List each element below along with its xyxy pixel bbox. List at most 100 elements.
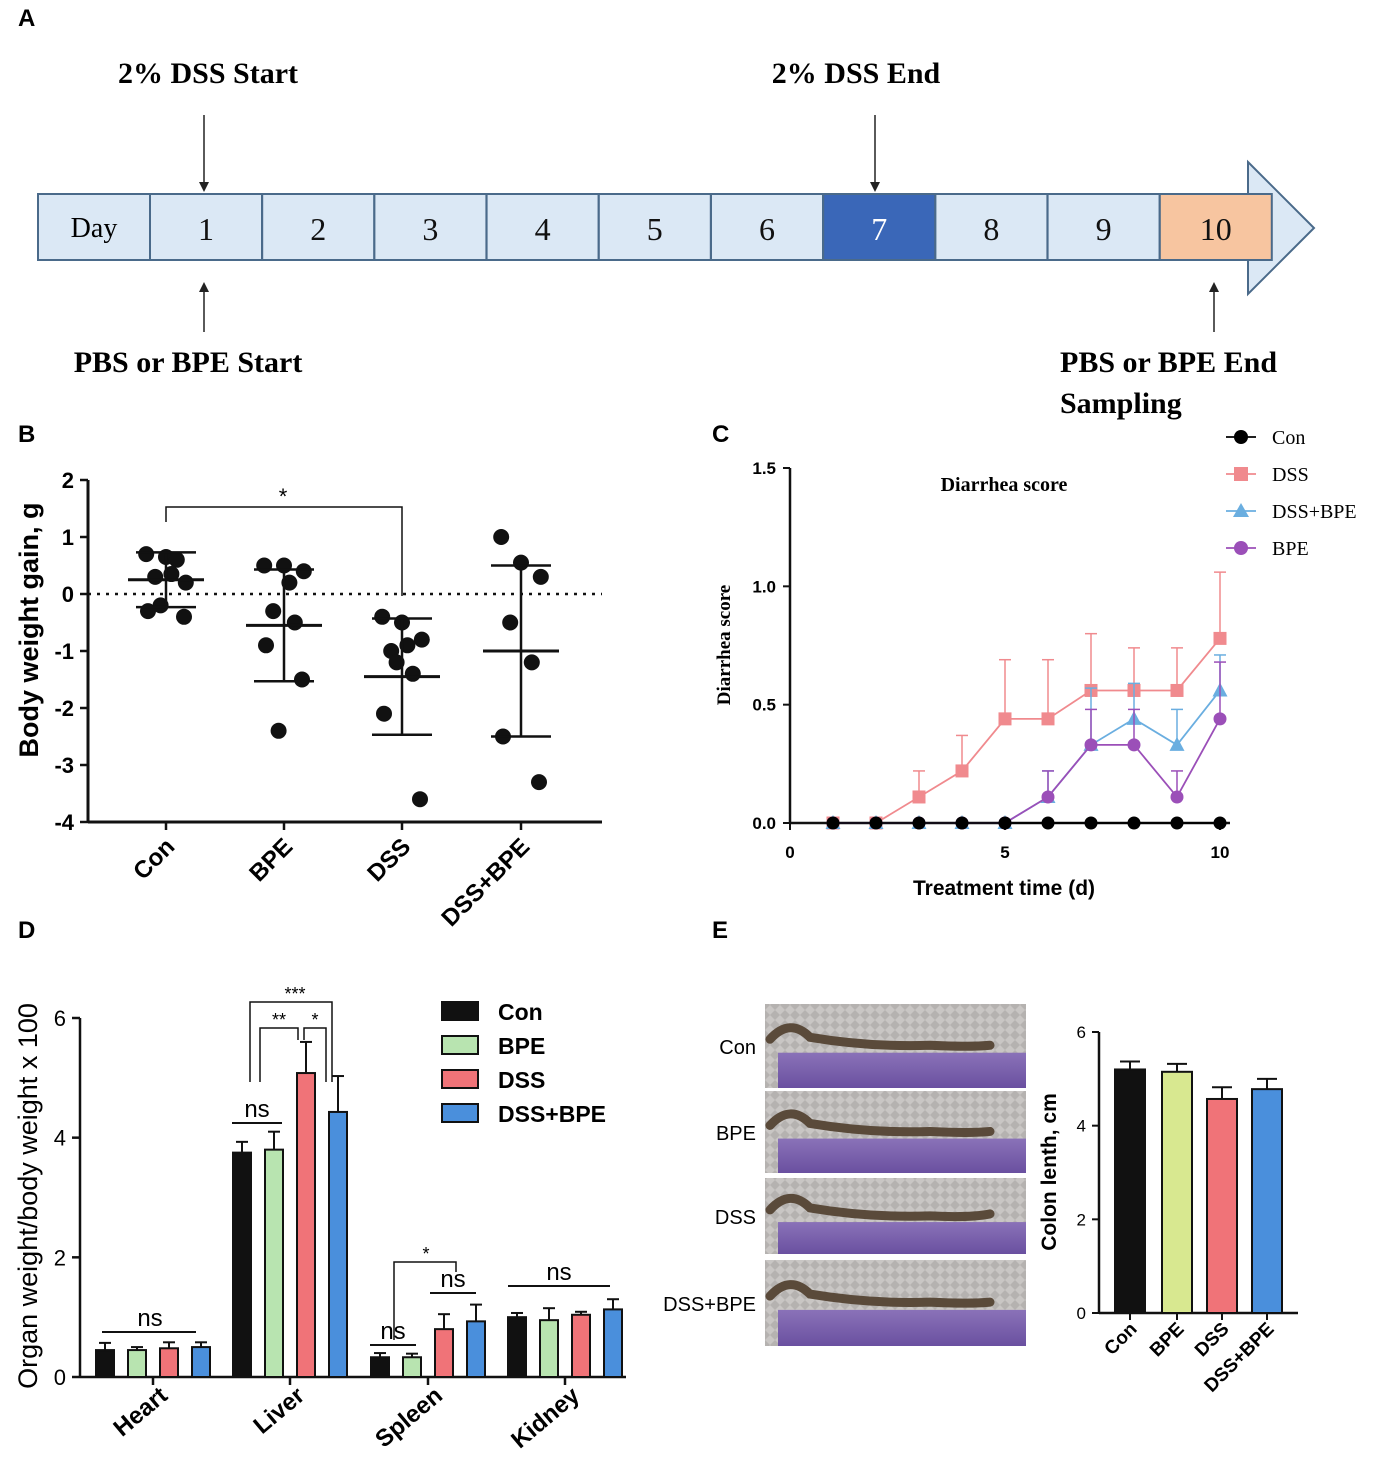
d-bar <box>434 1328 454 1378</box>
d-y-tick-label: 6 <box>54 1006 66 1031</box>
e-photo-ruler <box>778 1138 1026 1173</box>
b-data-point <box>163 566 180 583</box>
timeline-day-box-6 <box>710 193 824 261</box>
d-bar <box>264 1148 284 1378</box>
d-spleen-ns-right: ns <box>440 1266 465 1293</box>
c-point <box>1127 738 1141 752</box>
e-photo-ruler <box>778 1309 1026 1346</box>
timeline-day-box-10 <box>1158 193 1273 261</box>
b-x-tick-label: DSS <box>362 833 416 887</box>
b-x-tick-label: BPE <box>244 833 298 887</box>
pbs-start-label: PBS or BPE Start <box>74 346 303 379</box>
e-x-tick-label: BPE <box>1146 1319 1188 1361</box>
c-point <box>1041 816 1055 830</box>
e-x-tick-label: Con <box>1101 1319 1142 1360</box>
sampling-label: Sampling <box>1060 387 1182 420</box>
e-bar <box>1161 1070 1193 1315</box>
timeline-day-number-9: 9 <box>1096 211 1112 247</box>
timeline-day-number-3: 3 <box>422 211 438 247</box>
c-point <box>1170 816 1184 830</box>
b-y-tick-label: 1 <box>62 525 74 550</box>
b-data-point <box>531 774 547 791</box>
d-bar <box>466 1320 486 1378</box>
d-spleen-star: * <box>422 1244 429 1264</box>
b-data-point <box>258 637 274 654</box>
d-bar <box>296 1072 316 1378</box>
c-legend-label: DSS <box>1272 464 1309 486</box>
c-point <box>1213 631 1227 645</box>
e-bar <box>1114 1068 1146 1315</box>
b-data-point <box>286 614 303 631</box>
d-y-tick-label: 4 <box>54 1126 66 1151</box>
timeline-day-box-7 <box>822 193 937 261</box>
d-x-tick-label: Heart <box>108 1382 172 1442</box>
b-data-point <box>295 563 312 580</box>
c-point <box>912 790 926 804</box>
b-data-point <box>502 614 519 631</box>
timeline-day-number-6: 6 <box>759 211 775 247</box>
d-legend-label: Con <box>498 999 543 1025</box>
e-photo-label: DSS+BPE <box>663 1294 756 1316</box>
c-x-tick-label: 10 <box>1211 843 1230 862</box>
b-y-tick-label: 2 <box>62 468 74 493</box>
c-series-line <box>833 689 1221 824</box>
b-data-point <box>168 551 185 568</box>
d-liver-star: * <box>311 1010 318 1030</box>
c-y-tick-label: 0.5 <box>752 696 776 715</box>
timeline-day-number-5: 5 <box>647 211 663 247</box>
c-x-tick-label: 0 <box>785 843 794 862</box>
c-x-tick-label: 5 <box>1000 843 1009 862</box>
b-data-point <box>404 665 421 682</box>
b-data-point <box>388 654 405 671</box>
b-data-point <box>412 791 428 808</box>
dss-start-arrowhead <box>199 182 209 192</box>
e-y-tick-label: 2 <box>1077 1210 1086 1229</box>
e-photo-ruler <box>778 1052 1026 1088</box>
timeline-day-box-2 <box>261 193 376 261</box>
b-data-point <box>176 608 192 625</box>
timeline-day-box-5 <box>597 193 712 261</box>
panel-label-d: D <box>18 917 35 944</box>
e-photo-label: BPE <box>716 1123 756 1145</box>
b-y-tick-label: -2 <box>54 696 74 721</box>
b-y-tick-label: -1 <box>54 639 74 664</box>
c-point <box>1084 738 1098 752</box>
e-bar <box>1251 1088 1283 1315</box>
b-data-point <box>281 574 298 591</box>
c-legend-label: Con <box>1272 427 1305 449</box>
pbs-start-arrowhead <box>199 282 209 292</box>
panel-c-diarrhea: 0.0 0.5 1.0 1.5 0 5 10 Diarrhea score Treatmen… <box>714 427 1357 900</box>
c-legend-marker <box>1234 541 1248 555</box>
b-data-point <box>399 637 416 654</box>
b-data-point <box>147 568 164 585</box>
d-bar <box>232 1151 252 1378</box>
d-bar <box>328 1110 348 1379</box>
d-liver-ns: ns <box>244 1096 269 1123</box>
d-legend-swatch <box>441 1035 479 1055</box>
b-y-axis-title: Body weight gain, g <box>14 503 44 758</box>
timeline-day-number-2: 2 <box>310 211 326 247</box>
d-x-tick-label: Spleen <box>370 1382 448 1453</box>
c-y-tick-label: 0.0 <box>752 814 776 833</box>
d-x-tick-label: Kidney <box>506 1381 585 1454</box>
b-data-point <box>177 574 194 591</box>
d-liver-double-star: ** <box>272 1010 286 1030</box>
c-point <box>1213 816 1227 830</box>
d-legend-label: BPE <box>498 1033 545 1059</box>
e-y-axis-title: Colon lenth, cm <box>1038 1093 1061 1251</box>
d-bar <box>159 1347 179 1379</box>
c-point <box>826 816 840 830</box>
b-data-point <box>376 705 392 722</box>
c-point <box>1169 736 1185 751</box>
panel-label-e: E <box>712 917 728 944</box>
d-bar <box>191 1346 211 1379</box>
e-bar <box>1206 1097 1238 1315</box>
timeline-day-number-7: 7 <box>871 211 887 247</box>
pbs-end-label: PBS or BPE End <box>1060 346 1277 379</box>
c-point <box>955 764 969 778</box>
d-bar <box>571 1313 591 1378</box>
d-y-tick-label: 2 <box>54 1245 66 1270</box>
b-y-tick-label: -4 <box>54 810 74 835</box>
